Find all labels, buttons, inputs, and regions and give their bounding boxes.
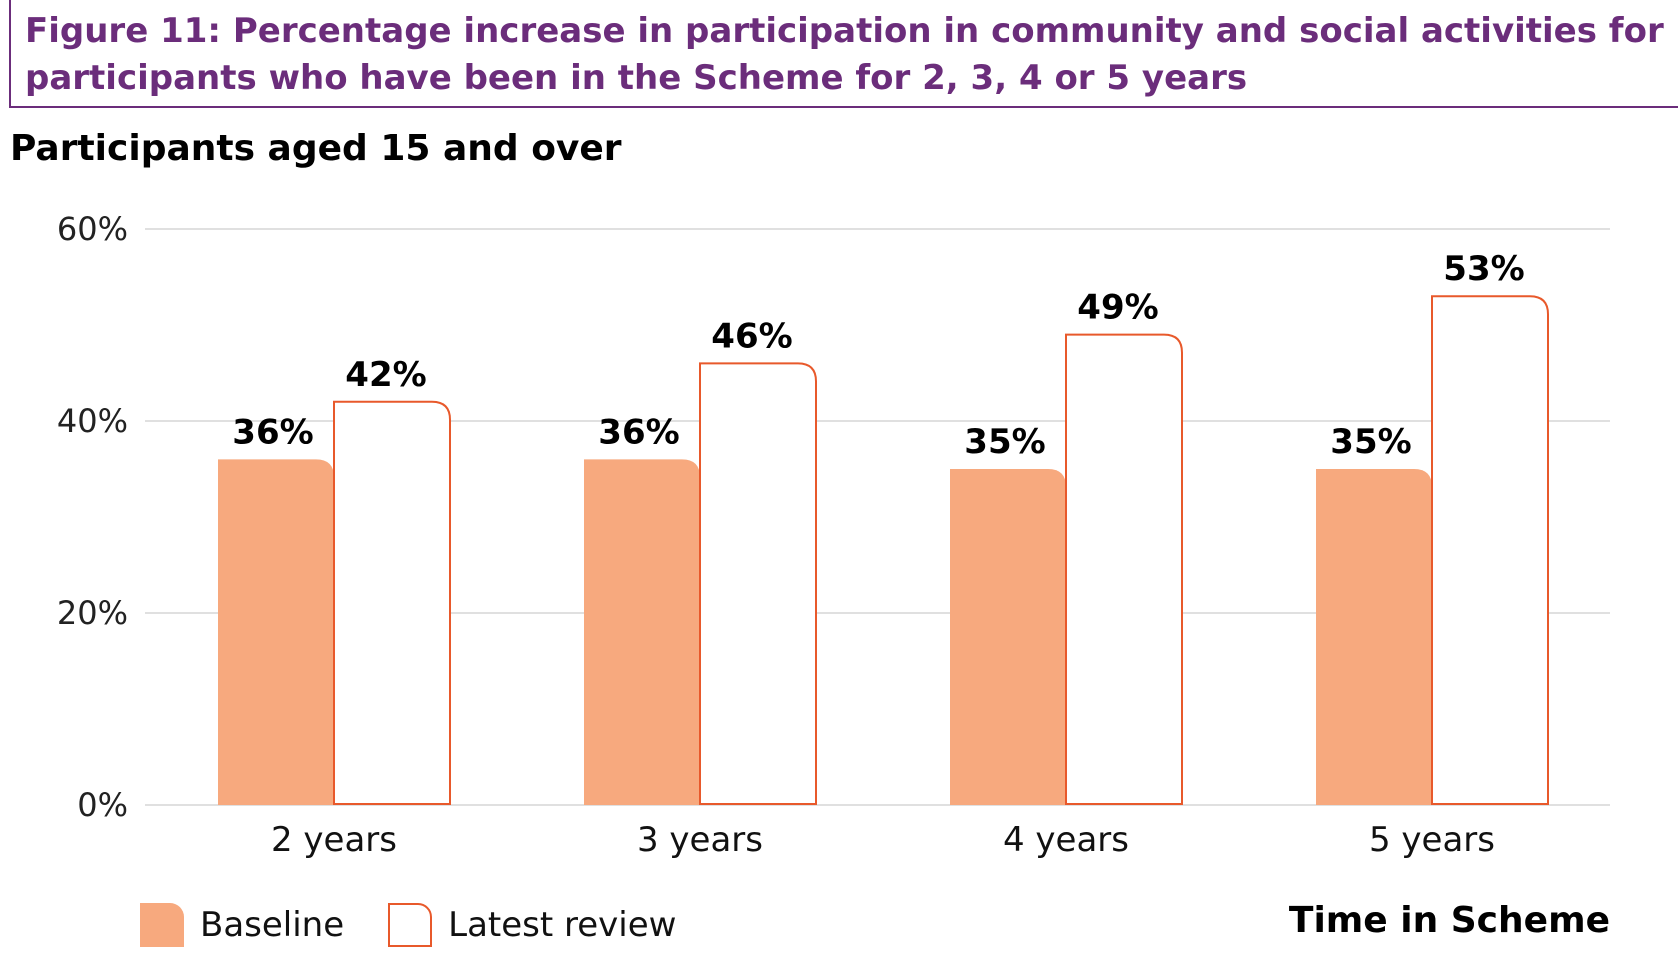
legend-swatch-baseline [140, 903, 184, 947]
y-tick-label: 20% [57, 594, 128, 632]
data-label-baseline: 36% [232, 412, 313, 452]
bar-baseline [1316, 469, 1432, 805]
bar-latest-review [1065, 333, 1183, 805]
data-label-baseline: 35% [1330, 422, 1411, 462]
bar-baseline [584, 459, 700, 805]
legend-item-latest-review: Latest review [388, 903, 676, 947]
chart-subtitle: Participants aged 15 and over [10, 128, 622, 169]
data-label-baseline: 36% [598, 412, 679, 452]
x-tick-label: 4 years [1003, 820, 1129, 860]
chart-legend: Baseline Latest review [140, 900, 720, 950]
figure-title: Figure 11: Percentage increase in partic… [9, 0, 1678, 108]
bar-latest-review [699, 362, 817, 805]
bar-baseline [218, 459, 334, 805]
y-tick-label: 0% [77, 786, 128, 824]
legend-swatch-latest-review [388, 903, 433, 947]
data-label-latest-review: 49% [1077, 288, 1158, 328]
x-axis-label: Time in Scheme [1288, 900, 1610, 941]
data-label-baseline: 35% [964, 422, 1045, 462]
x-tick-label: 3 years [637, 820, 763, 860]
y-tick-label: 60% [57, 210, 128, 248]
legend-item-baseline: Baseline [140, 903, 344, 947]
bar-baseline [950, 469, 1066, 805]
bar-latest-review [1431, 295, 1549, 805]
x-tick-label: 2 years [271, 820, 397, 860]
data-label-latest-review: 46% [711, 316, 792, 356]
data-label-latest-review: 53% [1443, 249, 1524, 289]
y-tick-label: 40% [57, 402, 128, 440]
data-label-latest-review: 42% [345, 355, 426, 395]
legend-label-latest-review: Latest review [448, 905, 677, 945]
bar-latest-review [333, 400, 451, 805]
x-tick-label: 5 years [1369, 820, 1495, 860]
legend-label-baseline: Baseline [200, 905, 345, 945]
